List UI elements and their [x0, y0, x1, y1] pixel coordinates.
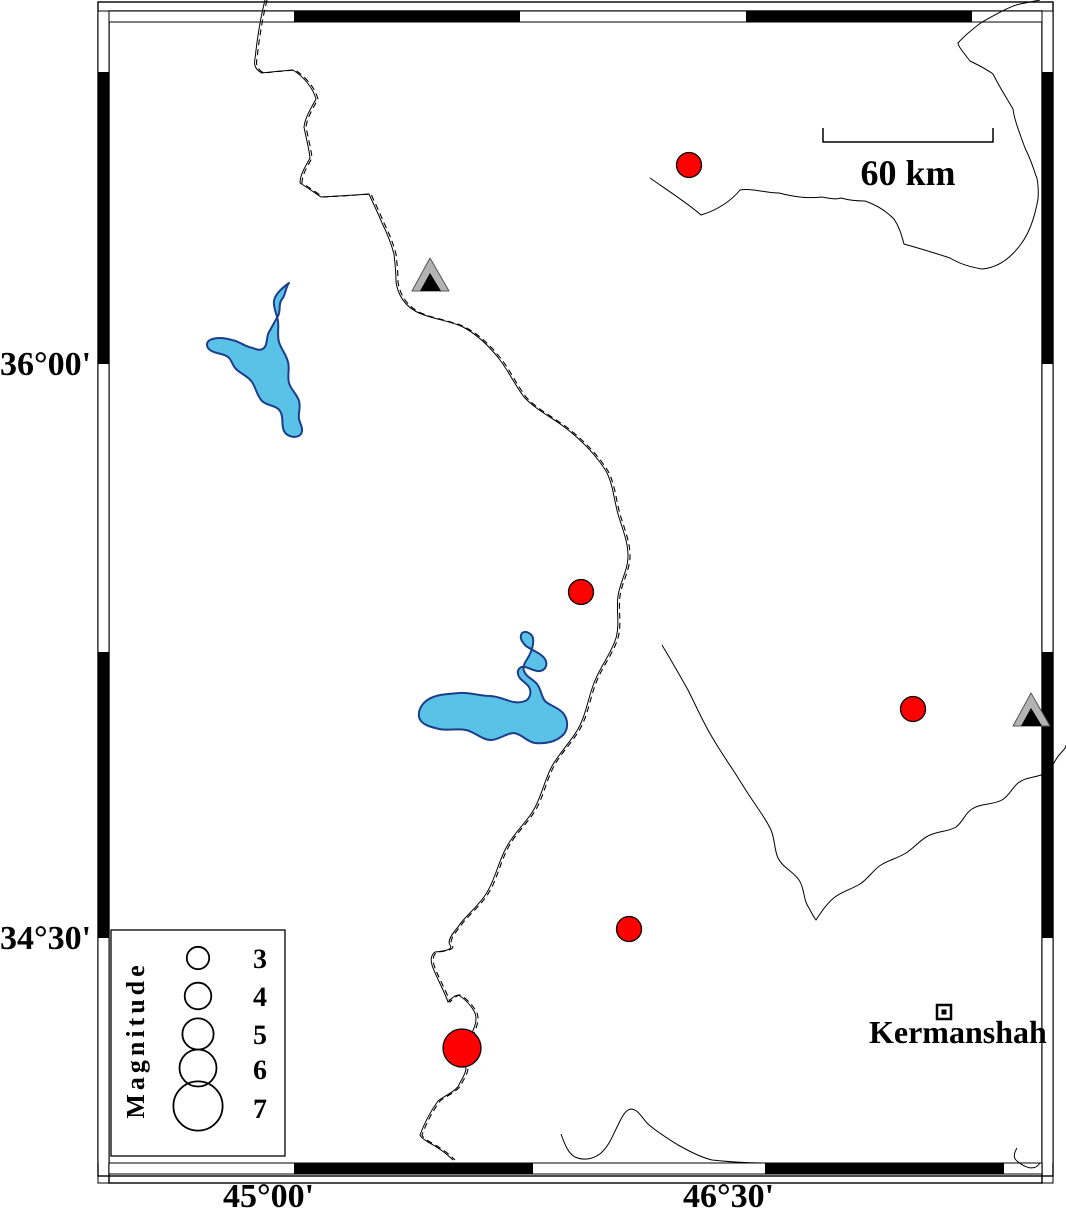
- svg-text:4: 4: [253, 982, 267, 1013]
- svg-text:7: 7: [253, 1094, 267, 1125]
- svg-text:3: 3: [253, 944, 267, 975]
- svg-text:60 km: 60 km: [860, 153, 955, 193]
- svg-text:6: 6: [253, 1055, 267, 1086]
- svg-text:5: 5: [253, 1020, 267, 1051]
- svg-text:Kermanshah: Kermanshah: [869, 1014, 1047, 1050]
- svg-text:Magnitude: Magnitude: [121, 961, 150, 1118]
